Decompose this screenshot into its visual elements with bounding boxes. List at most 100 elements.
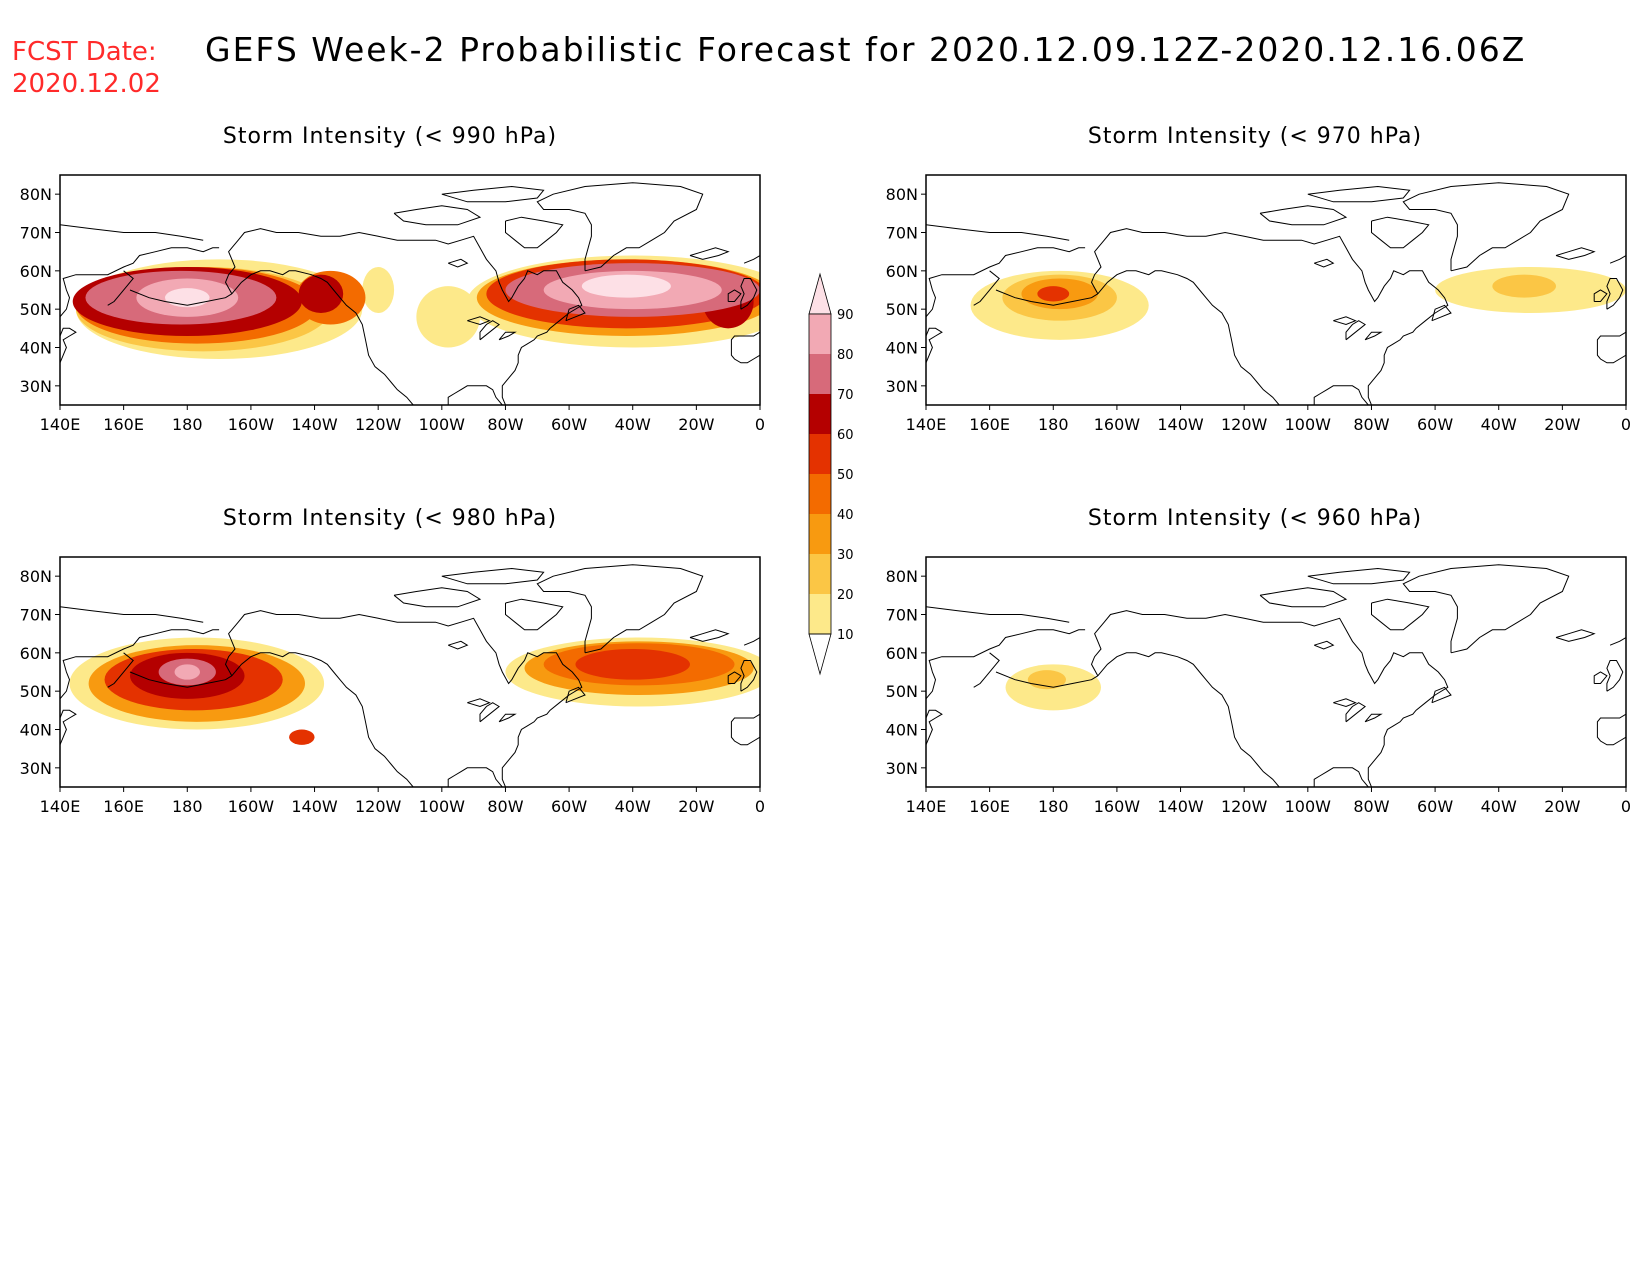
- coastline: [973, 652, 1000, 688]
- lat-tick-label: 80N: [886, 185, 918, 204]
- coastline: [441, 185, 545, 203]
- coastline: [231, 652, 414, 787]
- lon-tick-label: 40W: [615, 797, 651, 816]
- lon-tick-label: 0: [1621, 797, 1631, 816]
- coastline: [1555, 247, 1596, 260]
- coastline: [479, 320, 500, 341]
- coastline: [1345, 320, 1366, 341]
- coastline: [536, 564, 704, 654]
- lat-tick-label: 40N: [20, 721, 52, 740]
- lat-tick-label: 80N: [20, 567, 52, 586]
- colorbar-segment: [809, 554, 831, 594]
- coastline: [393, 587, 482, 608]
- coastline: [740, 660, 758, 692]
- coastline: [1402, 182, 1570, 272]
- lon-tick-label: 140W: [291, 797, 338, 816]
- coastline: [1593, 671, 1608, 684]
- coastline: [1371, 216, 1430, 249]
- coastline: [129, 289, 233, 306]
- coastline: [1609, 637, 1626, 646]
- panel-title-970: Storm Intensity (< 970 hPa): [1087, 124, 1423, 149]
- coastline: [1345, 702, 1366, 723]
- lon-tick-label: 60W: [1417, 797, 1453, 816]
- lon-tick-label: 180: [1038, 797, 1069, 816]
- lon-tick-label: 140E: [906, 415, 947, 434]
- coastline: [1307, 567, 1411, 585]
- lon-tick-label: 160W: [1094, 415, 1141, 434]
- lon-tick-label: 80W: [1353, 797, 1389, 816]
- lat-tick-label: 70N: [20, 606, 52, 625]
- lon-tick-label: 60W: [551, 797, 587, 816]
- lon-tick-label: 60W: [1417, 415, 1453, 434]
- lon-tick-label: 20W: [678, 797, 714, 816]
- coastline: [1609, 255, 1626, 264]
- coastline: [505, 216, 564, 249]
- lat-tick-label: 30N: [20, 377, 52, 396]
- colorbar-label: 80: [837, 348, 854, 363]
- lat-tick-label: 30N: [886, 759, 918, 778]
- coastline: [1307, 185, 1411, 203]
- coastline: [1606, 660, 1624, 692]
- coastline: [505, 598, 564, 631]
- colorbar-label: 50: [837, 468, 854, 483]
- coastline: [1596, 713, 1626, 746]
- coastline: [393, 205, 482, 226]
- lat-tick-label: 40N: [886, 339, 918, 358]
- coastline: [1431, 304, 1452, 322]
- coastline: [565, 686, 586, 704]
- lon-tick-label: 40W: [615, 415, 651, 434]
- forecast-date-block: FCST Date: 2020.12.02: [12, 36, 161, 100]
- coastline: [467, 316, 491, 326]
- lon-tick-label: 120W: [355, 415, 402, 434]
- coastline: [926, 709, 943, 745]
- coastline: [1333, 316, 1357, 326]
- lat-tick-label: 80N: [886, 567, 918, 586]
- lon-tick-label: 140E: [906, 797, 947, 816]
- map-panel-970: 80N 70N 60N 50N 40N 30N 140E 160E 180 160W 140W 120…: [886, 174, 1631, 434]
- lat-tick-label: 80N: [20, 185, 52, 204]
- coastline: [498, 331, 517, 341]
- coastline: [1555, 629, 1596, 642]
- lon-tick-label: 100W: [1285, 797, 1332, 816]
- lon-tick-label: 60W: [551, 415, 587, 434]
- lon-tick-label: 140W: [291, 415, 338, 434]
- coastline: [926, 629, 1086, 700]
- coastline: [1097, 270, 1280, 405]
- map-frame: [925, 174, 1627, 406]
- lat-tick-label: 60N: [20, 262, 52, 281]
- lat-tick-label: 50N: [20, 300, 52, 319]
- coastline: [448, 258, 469, 268]
- coastline: [1593, 289, 1608, 302]
- coastline: [926, 247, 1086, 318]
- colorbar-label: 30: [837, 548, 854, 563]
- lat-tick-label: 60N: [886, 262, 918, 281]
- lon-tick-label: 120W: [355, 797, 402, 816]
- colorbar-segment: [809, 434, 831, 474]
- lat-tick-label: 50N: [886, 682, 918, 701]
- lon-tick-label: 20W: [678, 415, 714, 434]
- lon-tick-label: 40W: [1481, 797, 1517, 816]
- coastline: [467, 698, 491, 708]
- coastline: [1371, 598, 1430, 631]
- forecast-date-label: FCST Date:: [12, 37, 157, 67]
- coastline: [926, 327, 943, 363]
- lon-tick-label: 0: [1621, 415, 1631, 434]
- lon-tick-label: 20W: [1544, 415, 1580, 434]
- coastline: [743, 637, 760, 646]
- coastline: [1364, 713, 1383, 723]
- page-title: GEFS Week-2 Probabilistic Forecast for 2…: [205, 30, 1527, 69]
- coastline: [1097, 652, 1280, 787]
- panel-title-990: Storm Intensity (< 990 hPa): [222, 124, 558, 149]
- lat-tick-label: 70N: [886, 606, 918, 625]
- lon-tick-label: 80W: [487, 797, 523, 816]
- coastline: [689, 247, 730, 260]
- coastline: [479, 702, 500, 723]
- coastline: [536, 182, 704, 272]
- probability-contour: [165, 288, 210, 308]
- colorbar-frame: [808, 313, 832, 635]
- lon-tick-label: 100W: [419, 415, 466, 434]
- probability-contour: [416, 286, 480, 348]
- panel-title-980: Storm Intensity (< 980 hPa): [222, 506, 558, 531]
- coastline: [498, 713, 517, 723]
- lat-tick-label: 70N: [20, 224, 52, 243]
